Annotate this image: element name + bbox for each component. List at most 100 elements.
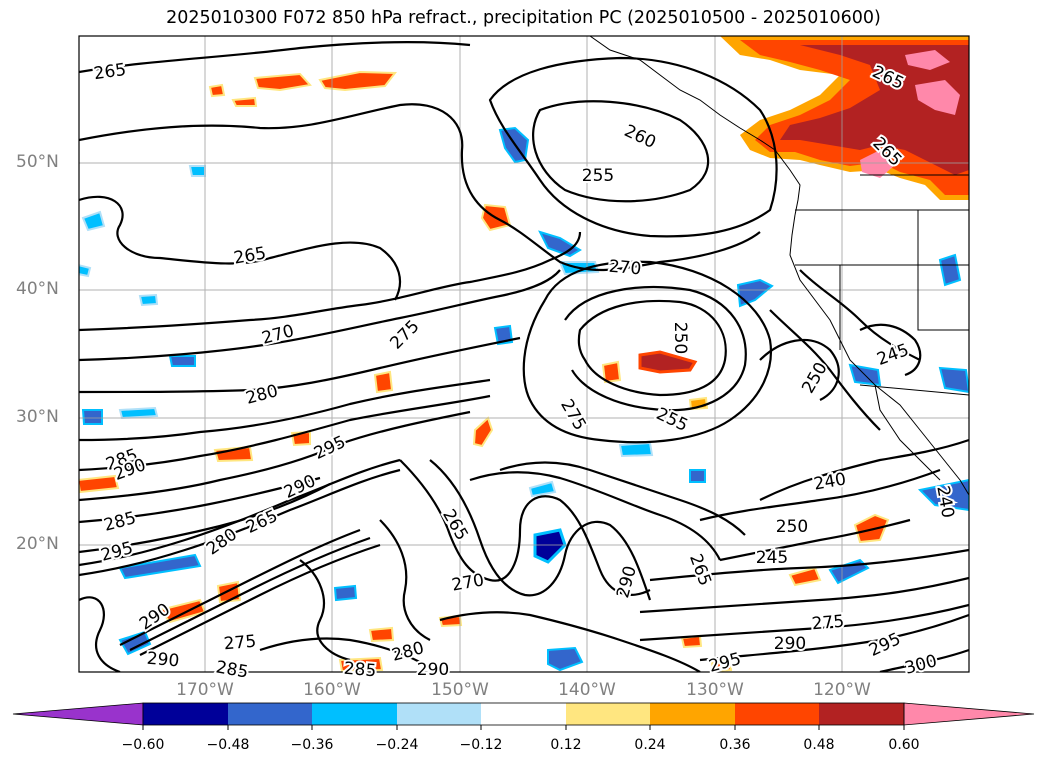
contour-295-a xyxy=(79,410,471,502)
precip-streak-7 xyxy=(601,360,622,384)
colorbar-bin xyxy=(735,703,819,725)
precip-streak-12 xyxy=(472,416,494,448)
contour-275-mid xyxy=(522,260,772,444)
contour-250-loop-2 xyxy=(759,338,840,401)
colorbar-tick-label: 0.24 xyxy=(634,737,666,753)
contour-wavy-2 xyxy=(429,459,652,601)
precip-nw-pink-1 xyxy=(915,80,960,115)
contour-280 xyxy=(79,336,521,394)
contour-label: 250 xyxy=(670,322,690,354)
lon-label-160w: 160°W xyxy=(303,680,361,700)
coastline-bc xyxy=(759,139,801,216)
contour-275 xyxy=(79,269,561,362)
contour-250-east xyxy=(699,468,941,522)
contour-label: 255 xyxy=(582,166,614,186)
contour-label: 290 xyxy=(774,634,806,654)
precip-nw-dark xyxy=(780,45,969,175)
lon-label-130w: 130°W xyxy=(686,680,744,700)
precip-nw-pink-2 xyxy=(860,150,895,178)
precip-neg-23 xyxy=(938,253,962,287)
precip-nw-pink-3 xyxy=(905,50,950,70)
contour-label: 290 xyxy=(146,649,180,672)
colorbar-tick-label: 0.36 xyxy=(719,737,751,753)
contour-wavy-8 xyxy=(299,559,351,662)
colorbar-tick-label: 0.12 xyxy=(550,737,582,753)
contour-265-east xyxy=(649,548,969,582)
contour-255 xyxy=(532,100,710,203)
contour-coast-2 xyxy=(769,309,881,431)
contour-coast-1 xyxy=(799,269,921,361)
contour-wavy-3 xyxy=(499,461,746,536)
contour-265-loop xyxy=(79,103,761,272)
precip-streak-18 xyxy=(216,580,242,604)
coastline-baja xyxy=(874,384,941,481)
precip-streak-4 xyxy=(208,83,226,98)
contour-wavy-9 xyxy=(379,519,431,641)
contour-240-east xyxy=(759,438,969,501)
contour-jet-4 xyxy=(129,536,371,651)
precip-neg-22 xyxy=(917,478,969,512)
precip-neg-9 xyxy=(118,630,152,656)
precip-streak-2 xyxy=(318,70,397,92)
precip-streak-17 xyxy=(368,626,395,643)
contour-label: 275 xyxy=(811,612,845,635)
graticule xyxy=(79,36,969,672)
precip-streak-1 xyxy=(253,72,312,92)
contour-label: 285 xyxy=(214,657,249,682)
colorbar-tick-label: 0.60 xyxy=(888,737,920,753)
colorbar-extend-max xyxy=(903,702,1035,726)
colorbar-tick-label: −0.12 xyxy=(459,737,503,753)
contour-jet-2 xyxy=(79,468,401,577)
contour-jet-1 xyxy=(79,458,401,567)
colorbar-tick-label: 0.48 xyxy=(803,737,835,753)
coastline-west-us xyxy=(789,214,969,496)
colorbar-bin xyxy=(566,703,650,725)
contour-wavy-1 xyxy=(399,459,651,596)
contour-290-a xyxy=(79,394,491,472)
border-us-states xyxy=(795,210,969,350)
precip-neg-20 xyxy=(138,293,159,307)
map-frame xyxy=(78,35,970,673)
precip-neg-7 xyxy=(118,406,159,420)
precip-streak-8 xyxy=(79,474,120,494)
contour-265-west xyxy=(79,195,402,301)
contour-label: 290 xyxy=(417,660,449,680)
colorbar-tick-label: −0.36 xyxy=(290,737,334,753)
precip-neg-16 xyxy=(528,480,557,498)
contour-255-loop xyxy=(564,285,747,412)
contour-270 xyxy=(79,231,582,332)
precip-streak-6 xyxy=(638,350,698,374)
contour-label: 245 xyxy=(756,548,788,568)
contour-wavy-7 xyxy=(79,596,121,672)
precip-neg-11 xyxy=(547,646,584,672)
precip-neg-18 xyxy=(81,210,106,232)
contour-290-east xyxy=(639,603,969,642)
lat-label-50n: 50°N xyxy=(16,152,59,172)
precip-neg-24 xyxy=(333,584,358,602)
contour-245-east xyxy=(719,518,911,562)
colorbar-tick-label: −0.24 xyxy=(375,737,419,753)
coastlines xyxy=(589,36,969,496)
colorbar-tick-label: −0.60 xyxy=(121,737,165,753)
colorbar-extend-min xyxy=(12,702,144,726)
contour-label: 265 xyxy=(232,243,267,268)
contour-label: 285 xyxy=(343,659,377,682)
contour-245 xyxy=(859,323,922,377)
precip-neg-10 xyxy=(533,528,567,564)
lon-label-140w: 140°W xyxy=(558,680,616,700)
precip-neg-14 xyxy=(938,366,969,394)
precip-neg-6 xyxy=(81,409,103,425)
contour-295-east xyxy=(699,613,969,662)
contour-295-b xyxy=(79,483,331,554)
contour-wavy-4 xyxy=(469,471,721,561)
precip-neg-5 xyxy=(168,355,196,367)
border-us-mexico xyxy=(859,384,969,396)
precipitation-shading xyxy=(79,36,969,672)
lat-label-30n: 30°N xyxy=(16,407,59,427)
colorbar-bin xyxy=(481,703,566,725)
colorbar-bin xyxy=(650,703,735,725)
colorbar-outline xyxy=(142,702,905,726)
contour-260 xyxy=(488,56,778,238)
precip-streak-22 xyxy=(338,656,384,672)
